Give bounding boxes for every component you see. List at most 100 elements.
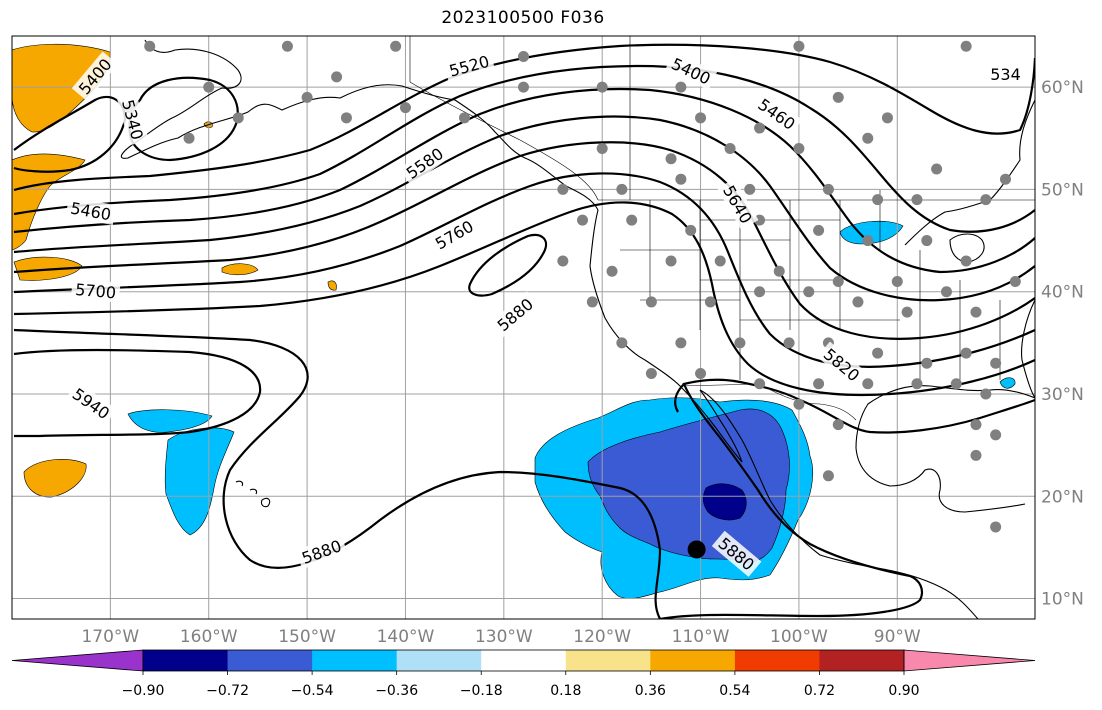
map-title: 2023100500 F036: [441, 8, 605, 28]
positive-anomaly-area: [327, 280, 337, 291]
latitude-axis-labels: 60°N 50°N 40°N 30°N 20°N 10°N: [1041, 78, 1084, 609]
station-marker: [704, 296, 716, 308]
contour-line: [13, 348, 262, 438]
station-marker: [616, 183, 628, 195]
station-marker: [872, 347, 884, 359]
latitude-tick-label: 10°N: [1041, 590, 1084, 610]
station-marker: [340, 112, 352, 124]
station-marker: [675, 81, 687, 93]
station-marker: [990, 521, 1002, 533]
contour-line: [13, 115, 1035, 302]
station-marker: [793, 40, 805, 52]
positive-anomaly-area: [23, 459, 87, 498]
station-marker: [203, 81, 215, 93]
colorbar-tick-labels: −0.90 −0.72 −0.54 −0.36 −0.18 0.18 0.36 0.54 0.7…: [122, 671, 920, 699]
longitude-tick-label: 170°W: [81, 627, 139, 647]
station-marker: [891, 275, 903, 287]
height-contours: [13, 43, 1035, 619]
storm-negative-anomaly-strong: [587, 408, 790, 563]
contour-label: 5700: [70, 278, 121, 303]
longitude-tick-label: 120°W: [573, 627, 631, 647]
station-marker: [596, 143, 608, 155]
map-plot-area: 5400534054605700594055205580576058805400…: [12, 36, 1035, 619]
latitude-tick-label: 60°N: [1041, 78, 1084, 98]
positive-anomaly-area: [12, 153, 86, 251]
station-marker: [822, 183, 834, 195]
negative-anomaly-area: [164, 427, 235, 536]
latitude-tick-label: 30°N: [1041, 385, 1084, 405]
station-marker: [1009, 275, 1021, 287]
colorbar-tick-label: −0.72: [206, 683, 249, 699]
negative-anomaly-area: [839, 220, 904, 245]
station-marker: [832, 419, 844, 431]
station-marker: [783, 337, 795, 349]
colorbar-bin: [396, 650, 482, 671]
station-marker: [331, 71, 343, 83]
colorbar-bin: [481, 650, 567, 671]
longitude-tick-label: 160°W: [180, 627, 238, 647]
station-marker: [183, 132, 195, 144]
bc-coastline: [454, 99, 599, 211]
station-marker: [754, 122, 766, 134]
station-marker: [872, 194, 884, 206]
longitude-tick-label: 140°W: [377, 627, 435, 647]
station-marker: [665, 153, 677, 165]
mexico-coastline: [699, 389, 979, 619]
station-marker: [754, 378, 766, 390]
station-marker: [970, 419, 982, 431]
colorbar-bin: [565, 650, 651, 671]
colorbar: [11, 649, 1036, 672]
station-marker: [390, 40, 402, 52]
latitude-tick-label: 50°N: [1041, 180, 1084, 200]
station-marker: [714, 255, 726, 267]
contour-line: [13, 141, 1035, 340]
colorbar-tick-label: 0.72: [804, 683, 835, 699]
station-marker: [960, 347, 972, 359]
colorbar-tick-label: −0.90: [122, 683, 165, 699]
station-marker: [606, 265, 618, 277]
station-marker: [586, 296, 598, 308]
colorbar-tick-label: −0.54: [291, 683, 334, 699]
colorbar-tick-label: 0.36: [635, 683, 666, 699]
station-marker: [616, 337, 628, 349]
contour-line: [13, 43, 1035, 192]
station-marker: [144, 40, 156, 52]
hawaii-islands: [235, 480, 271, 508]
station-marker: [281, 40, 293, 52]
station-marker: [557, 183, 569, 195]
latitude-tick-label: 40°N: [1041, 283, 1084, 303]
anomaly-shading: [12, 43, 1016, 599]
station-marker: [773, 265, 785, 277]
latitude-tick-label: 20°N: [1041, 487, 1084, 507]
station-marker: [822, 470, 834, 482]
station-marker: [645, 296, 657, 308]
station-marker: [832, 91, 844, 103]
station-marker: [862, 235, 874, 247]
political-borders: [409, 36, 1035, 421]
alaska-coastline: [120, 39, 456, 159]
colorbar-bin: [143, 650, 229, 671]
station-marker: [793, 398, 805, 410]
station-marker: [990, 429, 1002, 441]
station-marker: [518, 81, 529, 93]
great-lakes-outline: [949, 233, 985, 263]
longitude-tick-label: 90°W: [874, 627, 921, 647]
colorbar-tick-label: 0.90: [888, 683, 919, 699]
station-marker: [734, 337, 746, 349]
positive-anomaly-area: [221, 263, 259, 276]
station-marker: [793, 143, 805, 155]
gulf-coastline: [855, 385, 1035, 513]
station-marker: [675, 173, 687, 185]
station-marker: [980, 194, 992, 206]
colorbar-bin: [734, 650, 820, 671]
station-marker: [970, 449, 982, 461]
station-marker: [518, 50, 529, 62]
contour-line: [468, 233, 548, 297]
station-marker: [458, 112, 470, 124]
station-marker: [931, 163, 943, 175]
station-marker: [695, 368, 707, 380]
station-marker: [596, 81, 608, 93]
longitude-axis-labels: 170°W 160°W 150°W 140°W 130°W 120°W 110°W 100°W…: [81, 627, 920, 647]
station-marker: [626, 214, 638, 226]
